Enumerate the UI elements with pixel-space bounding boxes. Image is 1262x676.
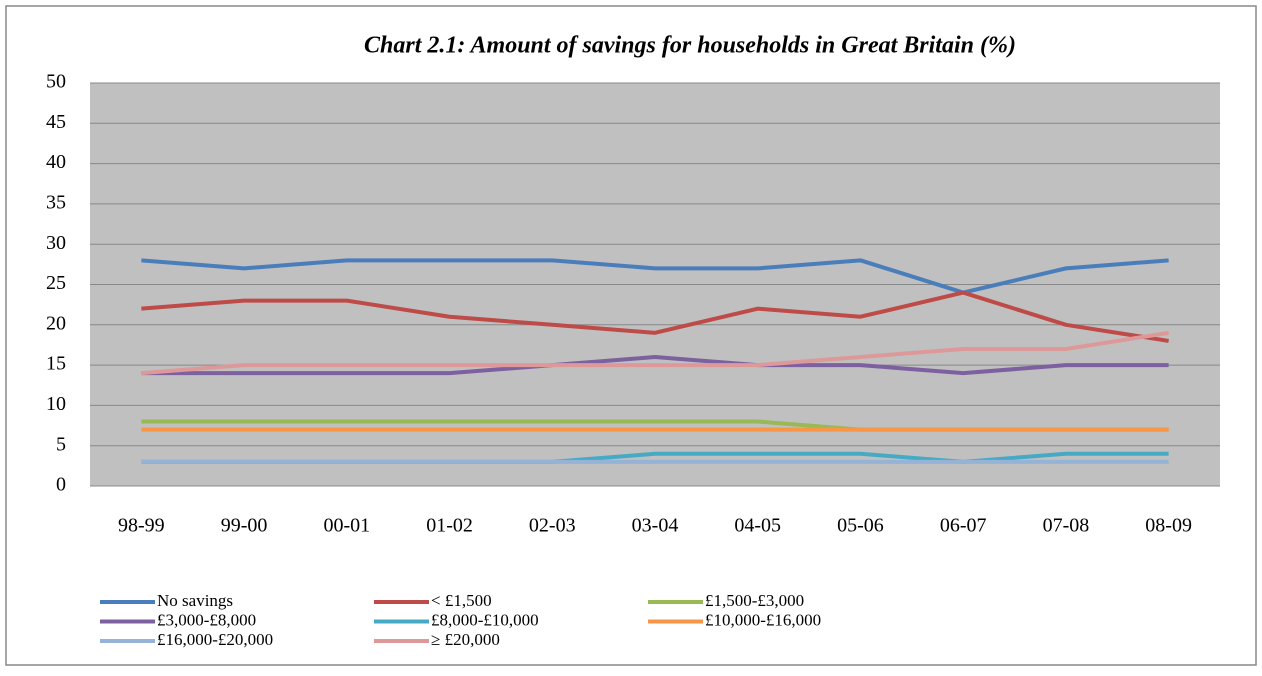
- legend-label: < £1,500: [431, 591, 492, 610]
- y-tick-label: 45: [46, 111, 66, 133]
- x-tick-label: 98-99: [118, 515, 165, 537]
- legend-label: No savings: [157, 591, 233, 610]
- legend-label: £16,000-£20,000: [157, 630, 273, 649]
- legend-label: £10,000-£16,000: [705, 610, 821, 629]
- x-tick-label: 03-04: [632, 515, 679, 537]
- y-tick-label: 25: [46, 272, 66, 294]
- legend-label: £1,500-£3,000: [705, 591, 804, 610]
- y-tick-label: 35: [46, 191, 66, 213]
- y-tick-label: 30: [46, 232, 66, 254]
- y-tick-label: 0: [56, 474, 66, 496]
- y-tick-label: 50: [46, 71, 66, 93]
- x-tick-label: 00-01: [323, 515, 370, 537]
- series-line: [141, 355, 1169, 376]
- legend-label: ≥ £20,000: [431, 630, 500, 649]
- y-tick-label: 20: [46, 312, 66, 334]
- x-tick-label: 07-08: [1043, 515, 1090, 537]
- series-line: [141, 330, 1169, 376]
- chart-title: Chart 2.1: Amount of savings for househo…: [364, 33, 1016, 59]
- legend-label: £3,000-£8,000: [157, 610, 256, 629]
- y-tick-label: 40: [46, 151, 66, 173]
- x-tick-label: 01-02: [426, 515, 473, 537]
- y-tick-label: 15: [46, 353, 66, 375]
- legend-label: £8,000-£10,000: [431, 610, 539, 629]
- x-tick-label: 08-09: [1145, 515, 1192, 537]
- series-line: [141, 290, 1169, 343]
- y-tick-label: 5: [56, 433, 66, 455]
- x-tick-label: 02-03: [529, 515, 576, 537]
- x-tick-label: 99-00: [221, 515, 268, 537]
- y-tick-label: 10: [46, 393, 66, 415]
- series-line: [141, 258, 1169, 295]
- x-tick-label: 05-06: [837, 515, 884, 537]
- x-tick-label: 06-07: [940, 515, 987, 537]
- x-tick-label: 04-05: [734, 515, 781, 537]
